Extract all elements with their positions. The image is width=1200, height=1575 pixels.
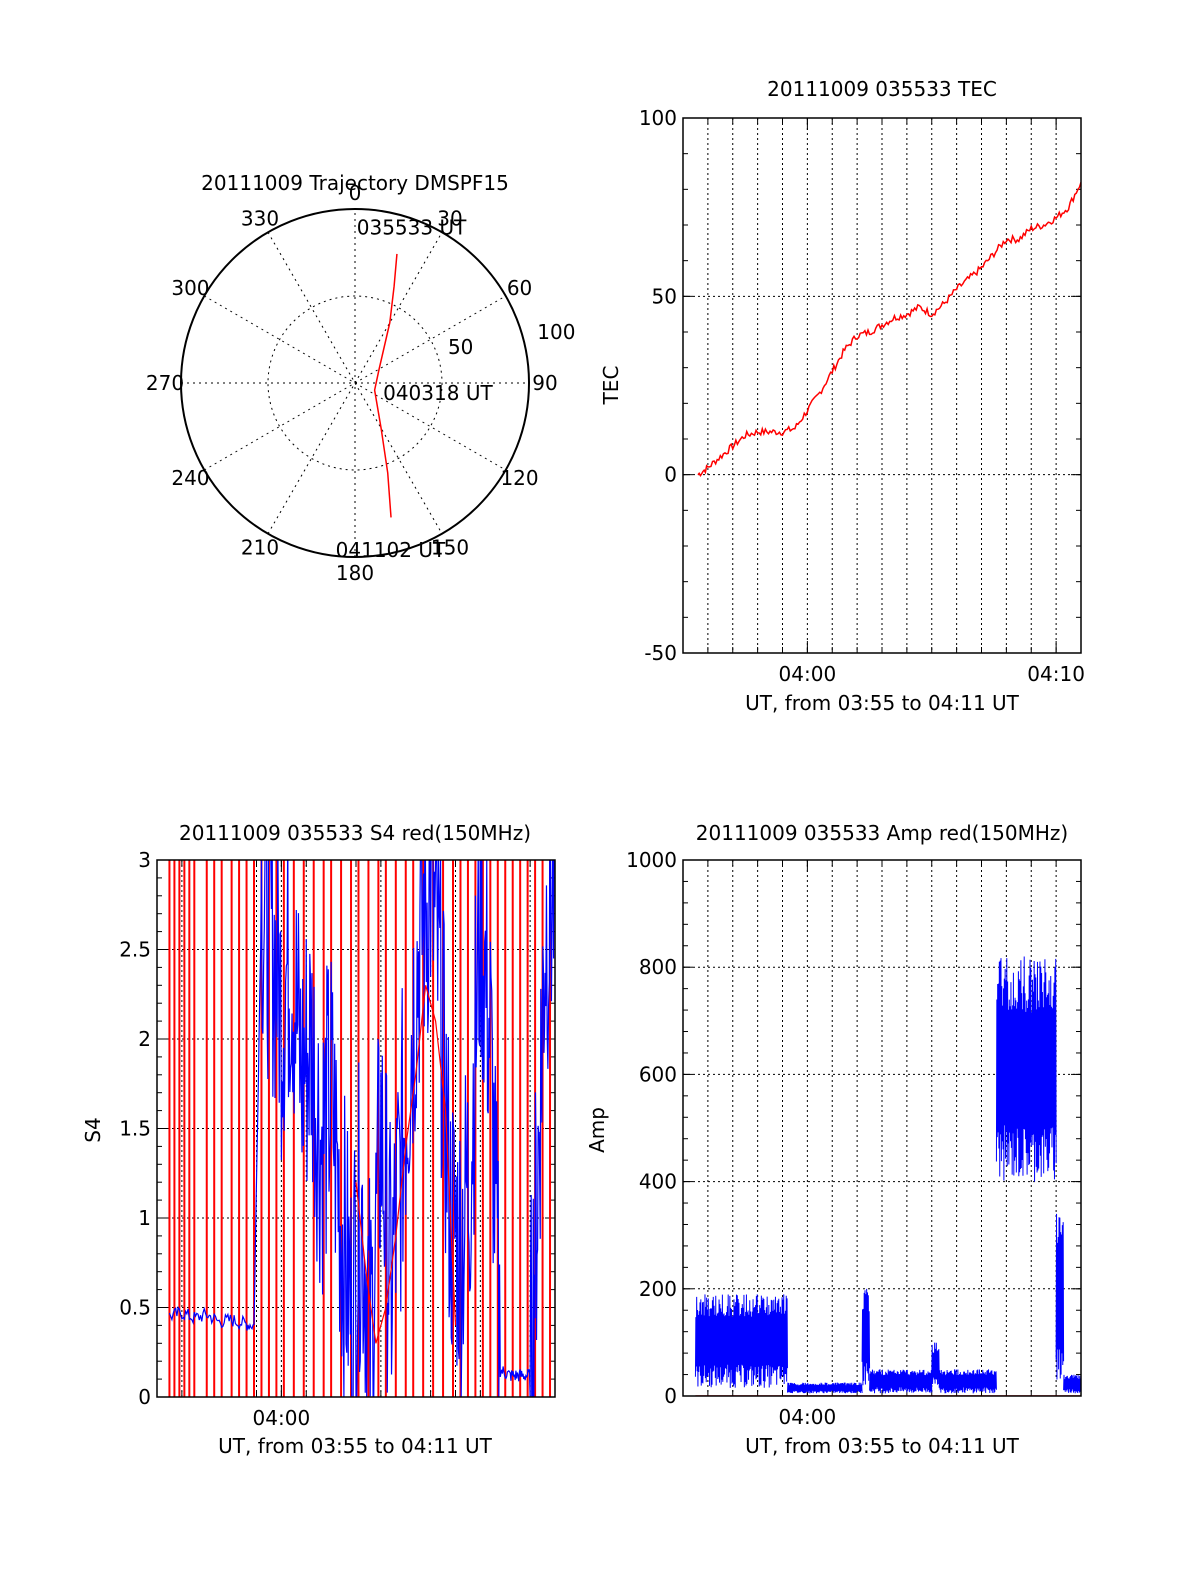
- polar-angle-label-60: 60: [507, 276, 532, 300]
- amp-blue-band-0: [694, 1294, 788, 1388]
- trajectory-title: 20111009 Trajectory DMSPF15: [201, 171, 509, 195]
- polar-time-annotation-0: 035533 UT: [357, 216, 467, 240]
- polar-ring-50: [267, 295, 443, 471]
- tec-series-line-0: [697, 181, 1081, 478]
- polar-angle-label-0: 0: [349, 181, 362, 205]
- polar-time-annotation-1: 040318 UT: [383, 381, 493, 405]
- s4-plot-ytick-label-3: 1.5: [119, 1117, 151, 1141]
- polar-angle-label-270: 270: [146, 371, 184, 395]
- amp-plot-ytick-label-3: 600: [639, 1062, 677, 1086]
- polar-angle-label-240: 240: [171, 466, 209, 490]
- amp-blue-band-7: [1055, 1213, 1065, 1380]
- polar-angle-label-300: 300: [171, 276, 209, 300]
- amp-blue-band-3: [869, 1369, 933, 1394]
- polar-angle-label-90: 90: [532, 371, 557, 395]
- polar-angle-label-330: 330: [241, 206, 279, 230]
- s4-blue-series-line: [168, 860, 555, 1397]
- tec-ylabel: TEC: [599, 366, 623, 406]
- polar-time-annotations: 035533 UT 040318 UT 041102 UT: [336, 216, 494, 562]
- s4-title: 20111009 035533 S4 red(150MHz): [179, 821, 531, 845]
- amp-xlabel: UT, from 03:55 to 04:11 UT: [745, 1434, 1020, 1458]
- s4-plot-ytick-label-6: 3: [138, 848, 151, 872]
- polar-trajectory-series: [373, 253, 398, 518]
- tec-plot-ytick-label-2: 50: [652, 284, 677, 308]
- s4-plot-ytick-label-5: 2.5: [119, 938, 151, 962]
- amp-blue-band-8: [1063, 1374, 1081, 1394]
- amp-plot-xtick-label-0: 04:00: [779, 1405, 837, 1429]
- polar-spoke-150: [267, 232, 443, 534]
- tec-plot-xtick-label-0: 04:00: [779, 662, 837, 686]
- tec-title: 20111009 035533 TEC: [767, 77, 997, 101]
- polar-angle-label-30: 30: [437, 206, 462, 230]
- tec-plot-area: -50 0 50 100 04:00 04:10: [639, 106, 1085, 686]
- s4-xlabel: UT, from 03:55 to 04:11 UT: [218, 1434, 493, 1458]
- s4-panel: 20111009 035533 S4 red(150MHz) 0 0.5 1 1.5 2…: [81, 821, 556, 1458]
- polar-angle-label-150: 150: [431, 536, 469, 560]
- amp-plot-ytick-label-4: 800: [639, 955, 677, 979]
- amp-title: 20111009 035533 Amp red(150MHz): [696, 821, 1068, 845]
- tec-plot-ytick-label-0: -50: [644, 641, 677, 665]
- s4-red-series-line: [355, 985, 457, 1344]
- s4-plot-frame: [156, 859, 556, 1398]
- polar-radial-labels: 50 100: [448, 320, 575, 359]
- tec-plot-ytick-label-1: 0: [664, 463, 677, 487]
- amp-blue-band-1: [786, 1382, 863, 1394]
- amp-blue-band-5: [938, 1369, 997, 1394]
- polar-radial-label-50: 50: [448, 335, 473, 359]
- polar-radial-label-100: 100: [537, 320, 575, 344]
- amp-plot-ytick-label-1: 200: [639, 1277, 677, 1301]
- tec-plot-ytick-label-3: 100: [639, 106, 677, 130]
- amp-plot-frame: [682, 859, 1082, 1397]
- trajectory-panel: 20111009 Trajectory DMSPF15 0 30 60 90 120 15…: [146, 171, 576, 585]
- polar-angle-label-120: 120: [500, 466, 538, 490]
- amp-blue-band-6: [995, 956, 1057, 1182]
- tec-plot-data: [697, 181, 1081, 478]
- amp-plot-ytick-label-5: 1000: [626, 848, 677, 872]
- amp-plot-area: 0 200 400 600 800 1000 04:00: [626, 848, 1082, 1429]
- s4-plot-area: 0 0.5 1 1.5 2 2.5 3 04:00: [119, 848, 556, 1430]
- amp-blue-band-4: [931, 1342, 940, 1385]
- s4-plot-ytick-label-2: 1: [138, 1206, 151, 1230]
- tec-plot-xtick-label-1: 04:10: [1027, 662, 1085, 686]
- s4-plot-xtick-label-0: 04:00: [253, 1406, 311, 1430]
- polar-grid: [180, 208, 530, 558]
- amp-plot-ytick-label-2: 400: [639, 1170, 677, 1194]
- amp-plot-data: [694, 956, 1081, 1396]
- amp-panel: 20111009 035533 Amp red(150MHz) 0 200 400 6…: [585, 821, 1082, 1458]
- tec-xlabel: UT, from 03:55 to 04:11 UT: [745, 691, 1020, 715]
- polar-angle-labels: 0 30 60 90 120 150 180 210 240 270 300 330: [146, 181, 558, 585]
- s4-plot-ytick-label-0: 0: [138, 1385, 151, 1409]
- polar-trajectory-line-0: [373, 253, 398, 518]
- s4-plot-ytick-label-1: 0.5: [119, 1296, 151, 1320]
- polar-time-annotation-2: 041102 UT: [336, 538, 446, 562]
- tec-plot-frame: [682, 117, 1082, 654]
- s4-ylabel: S4: [81, 1117, 105, 1142]
- polar-angle-label-210: 210: [241, 536, 279, 560]
- s4-plot-ytick-label-4: 2: [138, 1027, 151, 1051]
- amp-ylabel: Amp: [585, 1107, 609, 1153]
- s4-plot-data: [168, 860, 555, 1397]
- polar-angle-label-180: 180: [336, 561, 374, 585]
- amp-blue-band-2: [861, 1288, 871, 1386]
- amp-plot-ytick-label-0: 0: [664, 1384, 677, 1408]
